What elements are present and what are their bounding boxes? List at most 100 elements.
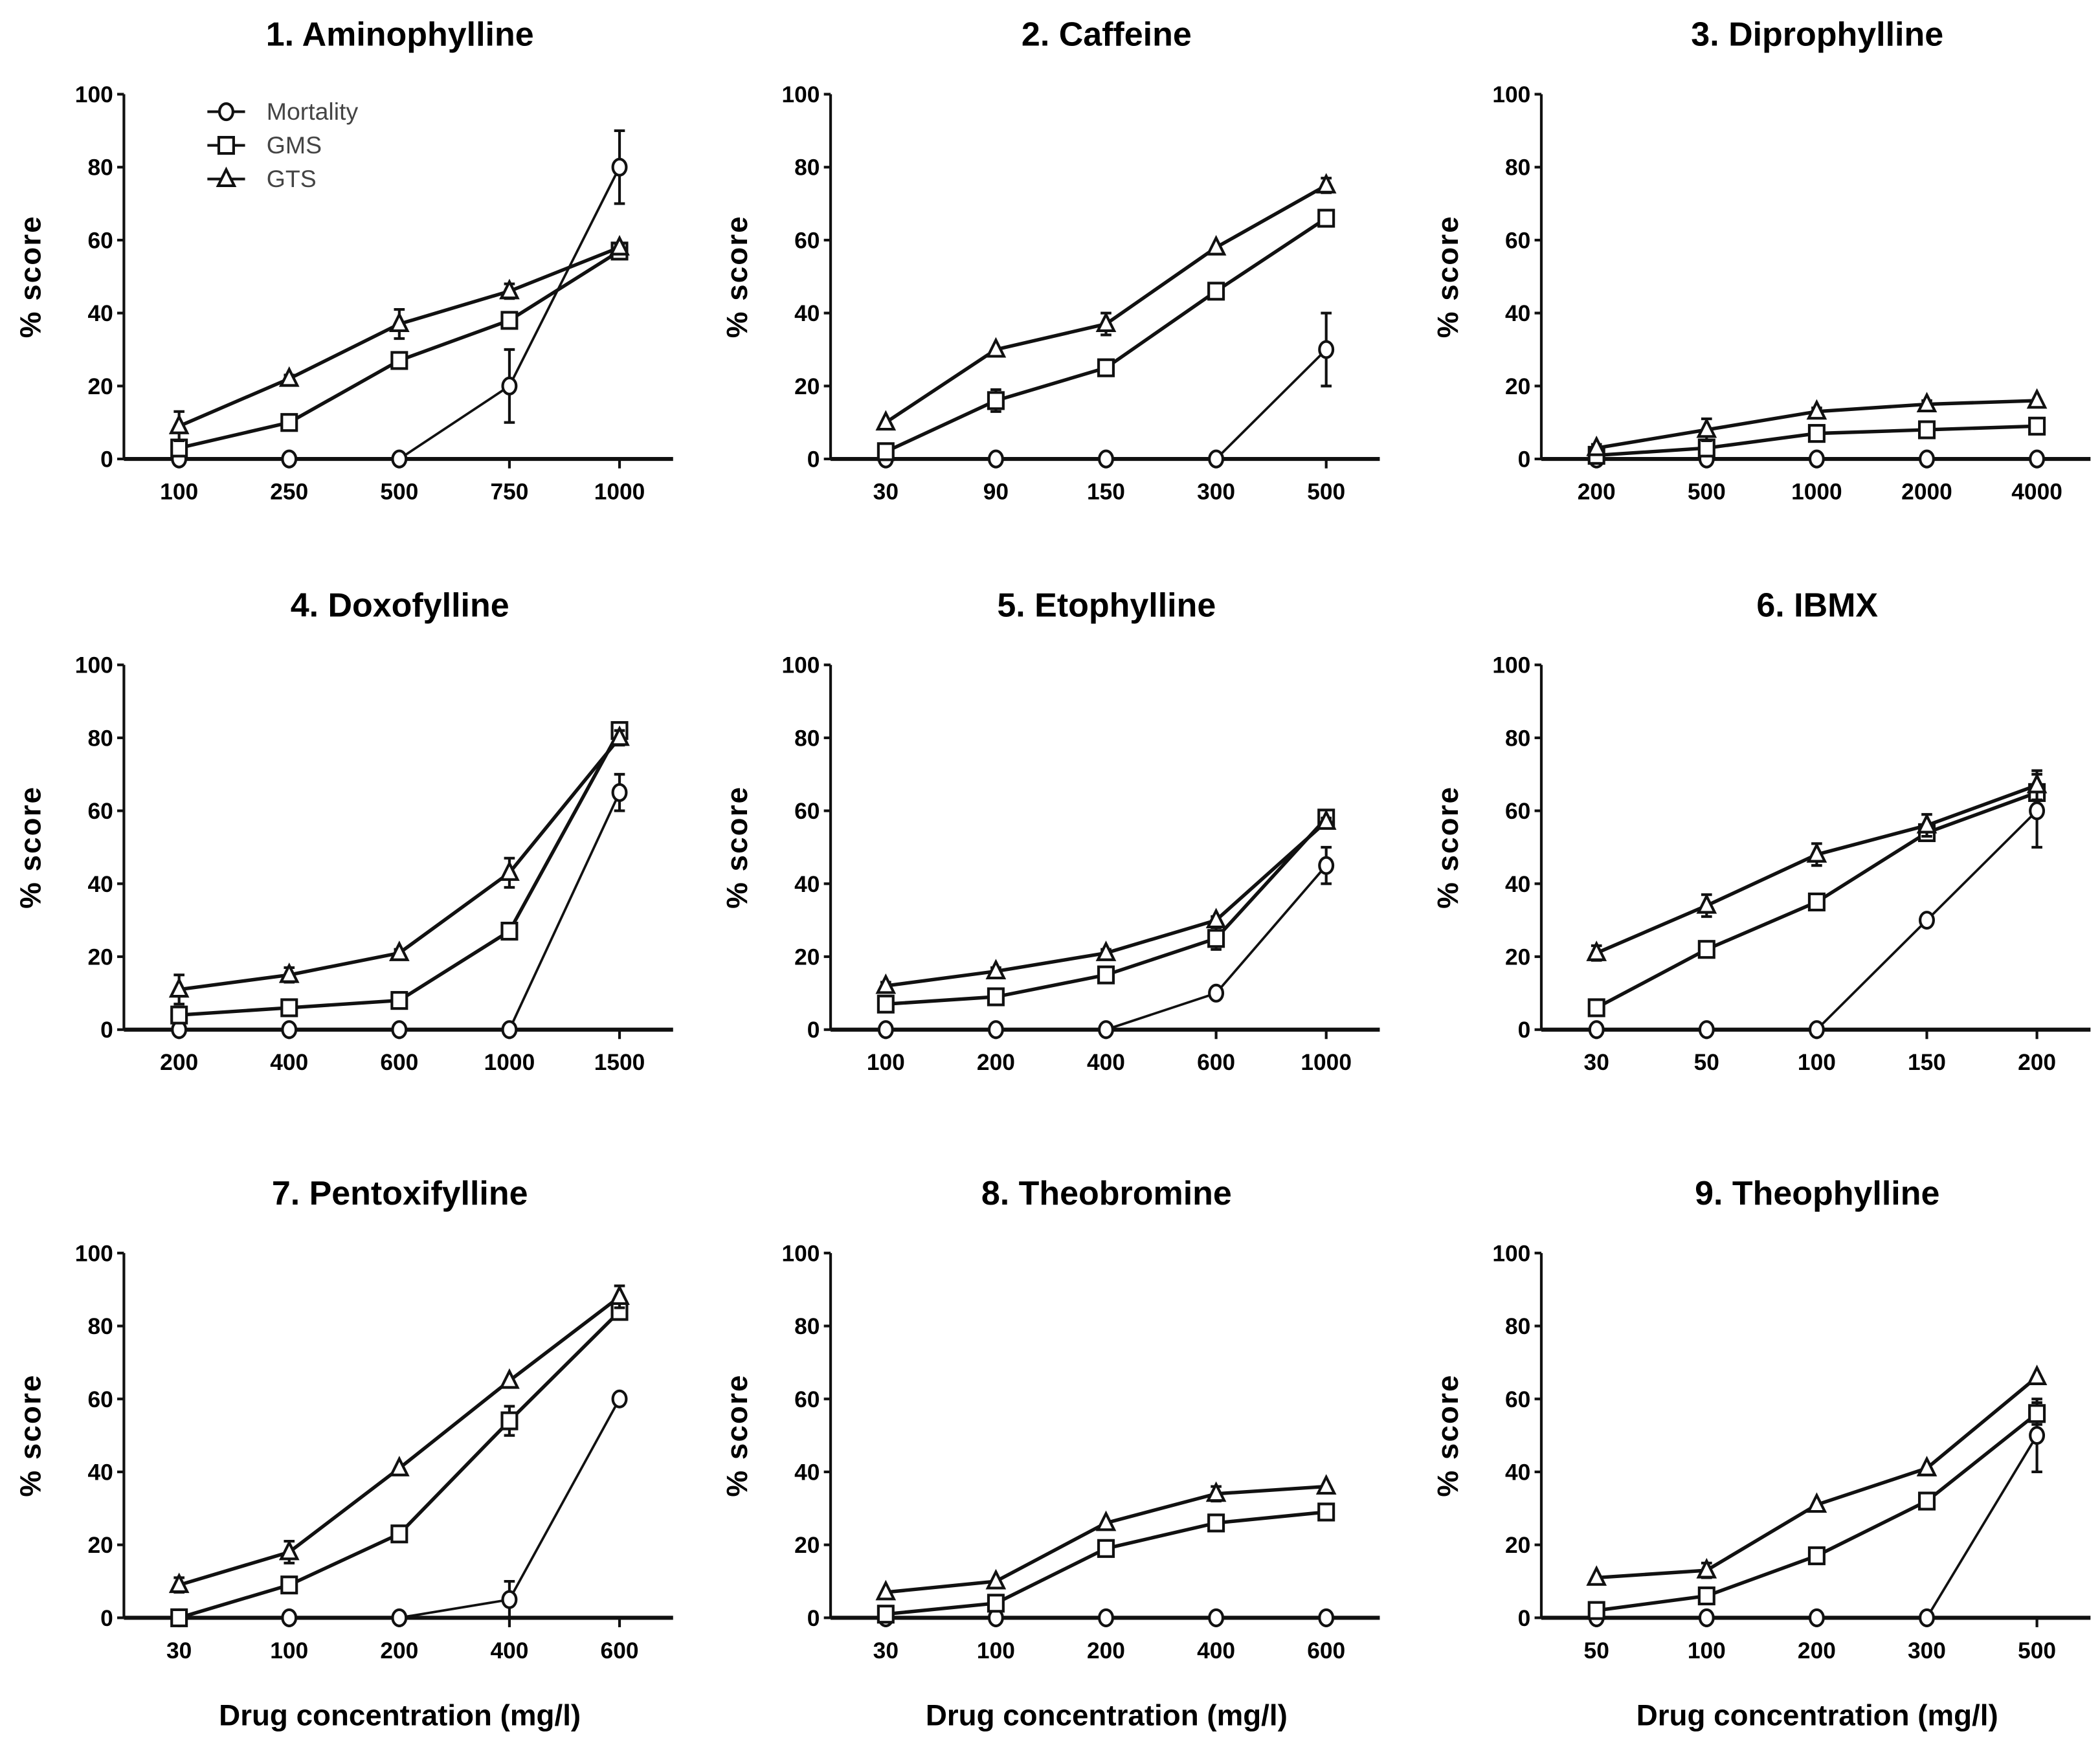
triangle-marker — [875, 410, 897, 431]
y-tick-label: 80 — [1505, 155, 1530, 181]
circle-marker — [1318, 856, 1335, 875]
y-axis-label: % score — [1431, 786, 1464, 909]
circle-marker — [1318, 1608, 1335, 1627]
square-marker — [390, 1524, 408, 1544]
x-tick-label: 100 — [977, 1638, 1015, 1664]
square-marker — [2028, 416, 2046, 436]
circle-marker — [1098, 449, 1114, 469]
triangle-marker — [1095, 311, 1117, 333]
triangle-marker — [1315, 1474, 1337, 1495]
y-tick-label: 80 — [87, 726, 113, 751]
circle-marker — [1318, 340, 1335, 359]
x-tick-label: 2000 — [1901, 479, 1952, 504]
circle-marker — [2029, 801, 2046, 821]
triangle-marker — [1315, 809, 1337, 830]
x-tick-label: 30 — [873, 479, 899, 504]
y-tick-label: 60 — [1505, 228, 1530, 253]
y-tick-label: 100 — [1492, 653, 1530, 678]
square-marker — [280, 413, 298, 432]
triangle-marker — [2026, 772, 2048, 794]
triangle-marker — [168, 977, 190, 998]
circle-marker — [501, 1020, 518, 1040]
triangle-marker — [2026, 388, 2048, 409]
y-axis-label: % score — [1431, 215, 1464, 338]
triangle-marker — [875, 973, 897, 994]
circle-marker — [1698, 1020, 1715, 1040]
circle-marker — [611, 783, 628, 802]
y-tick-label: 40 — [87, 1460, 113, 1485]
y-axis-label: % score — [14, 786, 47, 909]
circle-marker — [1808, 449, 1825, 469]
circle-marker — [1098, 1608, 1114, 1627]
y-tick-label: 40 — [87, 301, 113, 326]
y-tick-label: 100 — [781, 1241, 820, 1266]
y-tick-label: 60 — [794, 228, 820, 253]
triangle-marker — [1205, 1481, 1227, 1502]
panel-5: 5. Etophylline 0 20 40 60 80 100 % score 100 200 4… — [720, 586, 1380, 1075]
x-tick-label: 1000 — [1791, 479, 1842, 504]
panel-1: 1. Aminophylline 0 20 40 60 80 100 % score 100 25… — [14, 16, 673, 504]
square-marker — [1917, 420, 1936, 440]
triangle-marker — [609, 725, 630, 746]
triangle-marker — [278, 1539, 300, 1561]
triangle-marker — [1916, 392, 1938, 413]
triangle-marker — [609, 1284, 630, 1305]
x-tick-label: 300 — [1908, 1638, 1946, 1664]
series-line-mortality — [179, 1398, 621, 1619]
x-tick-label: 1500 — [594, 1050, 645, 1075]
panel-6: 6. IBMX 0 20 40 60 80 100 % score 30 50 100 150 200 — [1431, 586, 2091, 1075]
triangle-marker — [1586, 940, 1607, 961]
y-tick-label: 0 — [807, 1018, 820, 1043]
square-marker — [877, 994, 895, 1014]
y-tick-label: 80 — [794, 1314, 820, 1339]
y-axis-label: % score — [720, 1374, 754, 1497]
series-line-mortality — [1596, 1434, 2039, 1619]
y-tick-label: 20 — [1505, 1533, 1530, 1558]
x-tick-label: 500 — [1307, 479, 1345, 504]
triangle-marker — [985, 959, 1007, 980]
triangle-marker — [1916, 1456, 1938, 1476]
panel-2: 2. Caffeine 0 20 40 60 80 100 % score 30 90 150 300… — [720, 16, 1380, 504]
y-tick-label: 100 — [75, 653, 113, 678]
square-marker — [500, 922, 519, 941]
circle-marker — [611, 1389, 628, 1408]
triangle-marker — [278, 366, 300, 387]
triangle-marker — [216, 166, 237, 188]
circle-marker — [1808, 1608, 1825, 1627]
x-tick-label: 200 — [380, 1638, 418, 1664]
square-marker — [1807, 1546, 1826, 1566]
square-marker — [1697, 940, 1715, 959]
circle-marker — [281, 1608, 298, 1627]
x-tick-label: 1000 — [594, 479, 645, 504]
square-marker — [390, 351, 408, 370]
triangle-marker — [389, 1456, 410, 1476]
square-marker — [1807, 424, 1826, 443]
x-tick-label: 200 — [160, 1050, 198, 1075]
x-tick-label: 250 — [270, 479, 308, 504]
x-tick-label: 100 — [1688, 1638, 1726, 1664]
square-marker — [987, 1594, 1005, 1613]
legend: Mortality GMS GTS — [207, 98, 358, 192]
x-tick-label: 1000 — [484, 1050, 535, 1075]
y-tick-label: 0 — [807, 447, 820, 473]
triangle-marker — [1205, 907, 1227, 929]
square-marker — [170, 1608, 188, 1627]
y-tick-label: 40 — [87, 872, 113, 897]
circle-marker — [1208, 983, 1225, 1003]
square-marker — [1207, 929, 1225, 948]
square-marker — [877, 442, 895, 462]
y-axis-label: % score — [720, 786, 754, 909]
y-tick-label: 60 — [794, 799, 820, 824]
circle-marker — [987, 1020, 1004, 1040]
panel-9: 9. Theophylline 0 20 40 60 80 100 % score 50 100 2… — [1431, 1175, 2091, 1732]
panel-3: 3. Diprophylline 0 20 40 60 80 100 % score 200 50… — [1431, 16, 2091, 504]
x-tick-label: 600 — [1197, 1050, 1235, 1075]
x-tick-label: 200 — [1087, 1638, 1125, 1664]
circle-marker — [1808, 1020, 1825, 1040]
x-tick-label: 30 — [166, 1638, 192, 1664]
y-tick-label: 40 — [794, 1460, 820, 1485]
x-tick-label: 100 — [160, 479, 198, 504]
series-line-gts — [884, 184, 1328, 424]
circle-marker — [877, 1020, 894, 1040]
circle-marker — [391, 449, 408, 469]
